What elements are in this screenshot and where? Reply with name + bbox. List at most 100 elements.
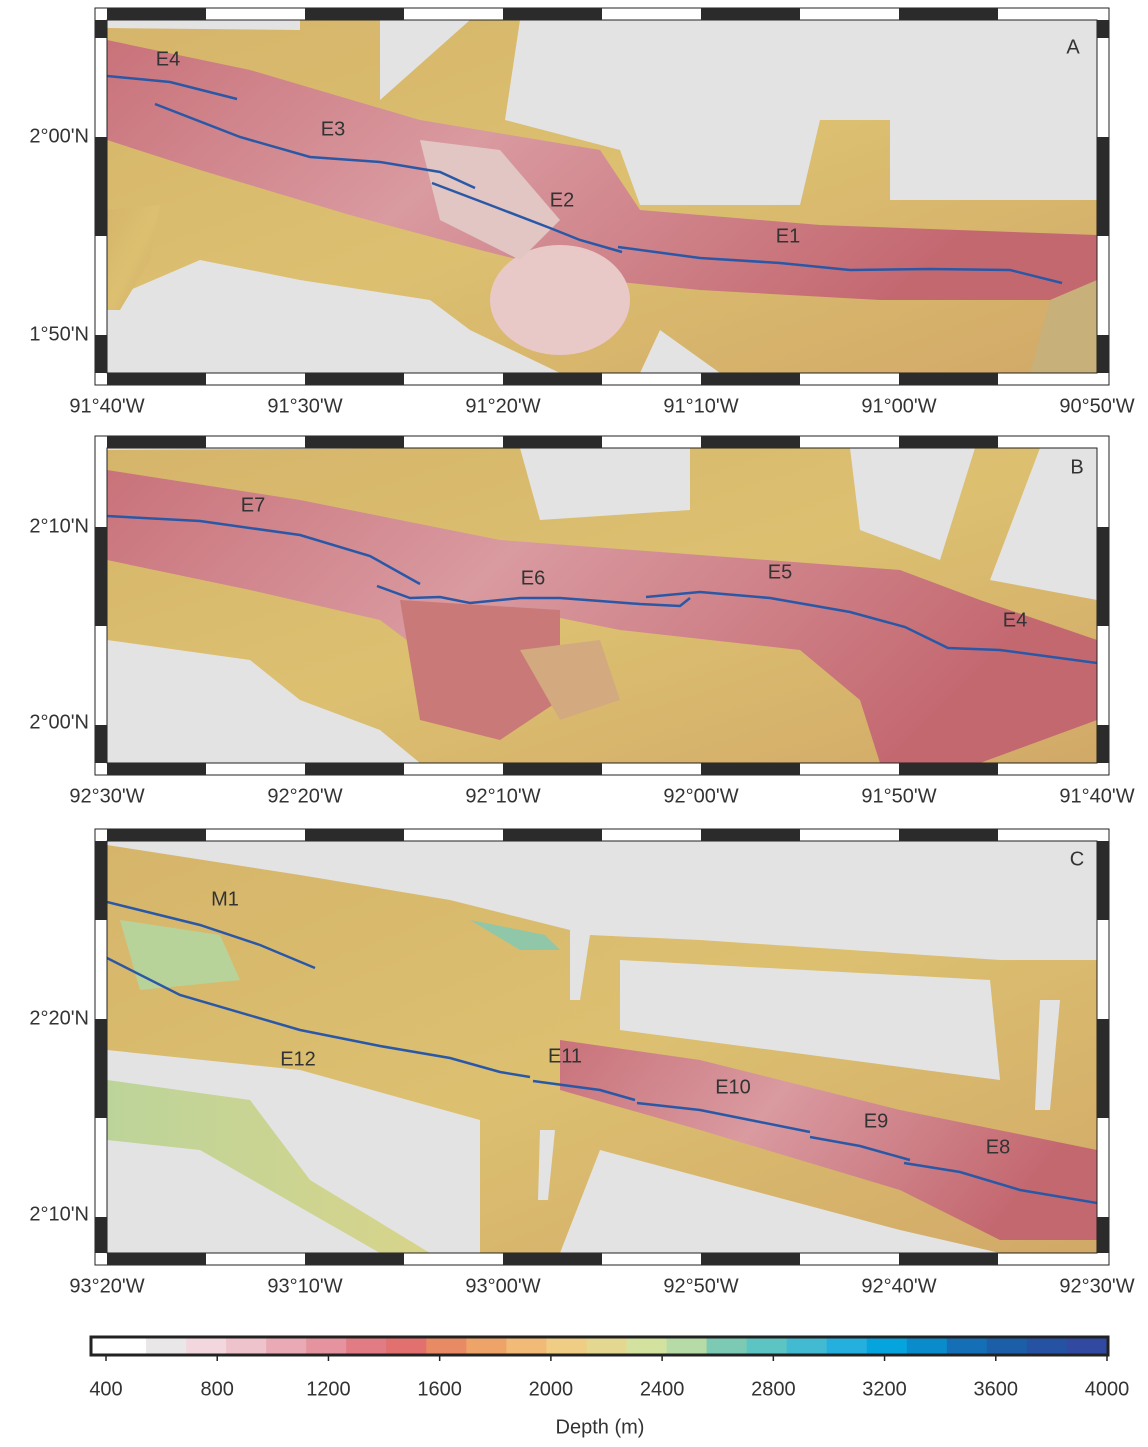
segment-label: E9 (864, 1110, 888, 1132)
frame-band (701, 8, 800, 20)
segment-label: E1 (776, 225, 800, 247)
colorbar-bin (346, 1339, 387, 1354)
colorbar-bin (1067, 1339, 1108, 1354)
map-a (107, 20, 1097, 373)
lat-label: 2°00'N (29, 711, 89, 733)
frame-band (95, 841, 107, 920)
colorbar-bin (506, 1339, 547, 1354)
frame-band (107, 436, 206, 448)
colorbar-tick-label: 400 (89, 1378, 122, 1400)
colorbar-title: Depth (m) (556, 1416, 645, 1438)
colorbar-bin (586, 1339, 627, 1354)
frame-band (503, 763, 602, 775)
frame-band (1097, 841, 1109, 920)
frame-band (899, 1253, 998, 1265)
colorbar-bin (627, 1339, 668, 1354)
colorbar-bin (707, 1339, 748, 1354)
segment-label: E4 (1003, 609, 1027, 631)
segment-label: E8 (986, 1136, 1010, 1158)
lon-label: 91°30'W (267, 395, 342, 417)
colorbar-tick-label: 1200 (306, 1378, 351, 1400)
lat-label: 2°20'N (29, 1007, 89, 1029)
segment-label: E2 (550, 189, 574, 211)
panel-label: A (1066, 36, 1080, 58)
segment-label: E3 (321, 118, 345, 140)
colorbar-bin (466, 1339, 507, 1354)
frame-band (107, 1253, 206, 1265)
frame-band (503, 1253, 602, 1265)
colorbar-tick-label: 2000 (529, 1378, 574, 1400)
segment-label: E5 (768, 561, 792, 583)
frame-band (1097, 527, 1109, 626)
segment-label: E4 (156, 48, 180, 70)
frame-band (899, 436, 998, 448)
colorbar-bin (266, 1339, 307, 1354)
lat-label: 2°10'N (29, 1203, 89, 1225)
frame-band (95, 137, 107, 236)
colorbar-bin (546, 1339, 587, 1354)
lon-label: 90°50'W (1059, 395, 1134, 417)
frame-band (1097, 335, 1109, 373)
frame-band (95, 725, 107, 763)
frame-band (899, 8, 998, 20)
frame-band (305, 829, 404, 841)
frame-band (701, 373, 800, 385)
frame-band (305, 1253, 404, 1265)
frame-band (899, 373, 998, 385)
colorbar-bin (146, 1339, 187, 1354)
lon-label: 93°10'W (267, 1275, 342, 1297)
lon-label: 91°10'W (663, 395, 738, 417)
lon-label: 92°30'W (1059, 1275, 1134, 1297)
frame-band (305, 373, 404, 385)
colorbar-bin (426, 1339, 467, 1354)
frame-band (701, 436, 800, 448)
panel-label: C (1070, 848, 1084, 870)
map-c (107, 841, 1097, 1253)
colorbar-bin (907, 1339, 948, 1354)
lon-label: 91°20'W (465, 395, 540, 417)
lon-label: 93°20'W (69, 1275, 144, 1297)
frame-band (503, 829, 602, 841)
frame-band (701, 763, 800, 775)
colorbar-bin (106, 1339, 147, 1354)
frame-band (95, 335, 107, 373)
lon-label: 92°00'W (663, 785, 738, 807)
frame-band (95, 1217, 107, 1253)
colorbar-tick-label: 3200 (862, 1378, 907, 1400)
frame-band (107, 829, 206, 841)
frame-band (503, 436, 602, 448)
frame-band (305, 8, 404, 20)
lon-label: 91°40'W (69, 395, 144, 417)
segment-label: E11 (548, 1045, 582, 1067)
lon-label: 92°10'W (465, 785, 540, 807)
frame-band (1097, 725, 1109, 763)
colorbar: 40080012001600200024002800320036004000De… (89, 1337, 1129, 1438)
frame-band (1097, 1019, 1109, 1118)
frame-band (899, 763, 998, 775)
lat-label: 2°10'N (29, 515, 89, 537)
frame-band (1097, 137, 1109, 236)
colorbar-bin (226, 1339, 267, 1354)
frame-band (701, 1253, 800, 1265)
frame-band (107, 763, 206, 775)
colorbar-tick-label: 2400 (640, 1378, 685, 1400)
colorbar-bin (987, 1339, 1028, 1354)
colorbar-tick-label: 800 (201, 1378, 234, 1400)
lat-label: 1°50'N (29, 323, 89, 345)
frame-band (95, 20, 107, 38)
lon-label: 92°50'W (663, 1275, 738, 1297)
colorbar-bin (306, 1339, 347, 1354)
lon-label: 92°40'W (861, 1275, 936, 1297)
colorbar-bin (386, 1339, 427, 1354)
lon-label: 91°50'W (861, 785, 936, 807)
segment-label: E10 (715, 1076, 751, 1098)
colorbar-tick-label: 1600 (417, 1378, 462, 1400)
colorbar-bin (867, 1339, 908, 1354)
frame-band (503, 8, 602, 20)
frame-band (1097, 1217, 1109, 1253)
lon-label: 92°30'W (69, 785, 144, 807)
colorbar-bin (667, 1339, 708, 1354)
segment-label: M1 (211, 888, 239, 910)
frame-band (701, 829, 800, 841)
segment-label: E7 (241, 494, 265, 516)
